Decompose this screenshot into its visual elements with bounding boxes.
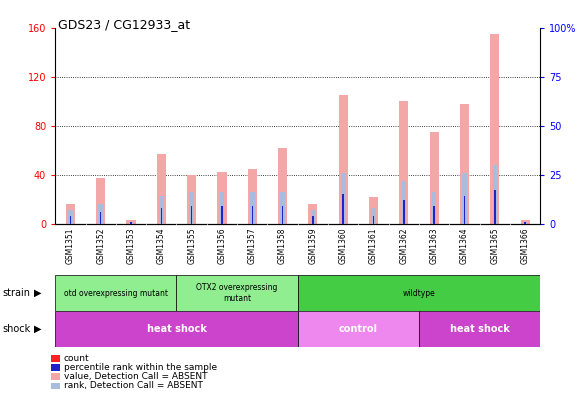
- Bar: [221, 206, 223, 224]
- Bar: [280, 192, 285, 224]
- Text: rank, Detection Call = ABSENT: rank, Detection Call = ABSENT: [64, 381, 203, 390]
- Text: wildtype: wildtype: [403, 289, 435, 297]
- Bar: [100, 212, 102, 224]
- Bar: [55, 275, 177, 311]
- Bar: [157, 154, 166, 224]
- Bar: [282, 206, 284, 224]
- Text: ▶: ▶: [34, 288, 41, 298]
- Text: strain: strain: [3, 288, 31, 298]
- Bar: [521, 220, 530, 224]
- Text: shock: shock: [3, 324, 31, 334]
- Bar: [250, 192, 254, 224]
- Bar: [309, 204, 317, 224]
- Bar: [460, 104, 469, 224]
- Text: otd overexpressing mutant: otd overexpressing mutant: [64, 289, 168, 297]
- Bar: [311, 210, 315, 224]
- Bar: [399, 101, 408, 224]
- Bar: [373, 216, 374, 224]
- Bar: [220, 192, 224, 224]
- Text: value, Detection Call = ABSENT: value, Detection Call = ABSENT: [64, 372, 207, 381]
- Text: GSM1352: GSM1352: [96, 228, 105, 265]
- Text: control: control: [339, 324, 378, 334]
- Text: GSM1361: GSM1361: [369, 228, 378, 265]
- Bar: [369, 197, 378, 224]
- Bar: [130, 222, 132, 224]
- Bar: [217, 172, 227, 224]
- Bar: [278, 148, 287, 224]
- Text: GSM1360: GSM1360: [339, 228, 348, 265]
- Text: GSM1351: GSM1351: [66, 228, 75, 265]
- Text: GSM1359: GSM1359: [309, 228, 317, 265]
- Bar: [160, 208, 162, 224]
- Bar: [433, 206, 435, 224]
- Bar: [523, 222, 528, 224]
- Text: percentile rank within the sample: percentile rank within the sample: [64, 363, 217, 372]
- Bar: [187, 175, 196, 224]
- Bar: [432, 192, 436, 224]
- Text: OTX2 overexpressing
mutant: OTX2 overexpressing mutant: [196, 284, 278, 303]
- Bar: [177, 275, 297, 311]
- Bar: [98, 204, 103, 224]
- Bar: [189, 192, 194, 224]
- Bar: [494, 190, 496, 224]
- Text: GSM1362: GSM1362: [399, 228, 408, 265]
- Bar: [430, 132, 439, 224]
- Bar: [312, 220, 314, 224]
- Bar: [66, 204, 75, 224]
- Text: GSM1365: GSM1365: [490, 228, 499, 265]
- Bar: [403, 200, 404, 224]
- Bar: [69, 220, 71, 224]
- Bar: [342, 194, 344, 224]
- Bar: [419, 311, 540, 346]
- Bar: [312, 216, 314, 224]
- Bar: [339, 95, 348, 224]
- Bar: [371, 208, 376, 224]
- Text: GSM1354: GSM1354: [157, 228, 166, 265]
- Bar: [490, 34, 500, 224]
- Bar: [525, 222, 526, 224]
- Text: GSM1358: GSM1358: [278, 228, 287, 265]
- Text: ▶: ▶: [34, 324, 41, 334]
- Bar: [129, 222, 133, 224]
- Bar: [191, 206, 192, 224]
- Text: heat shock: heat shock: [146, 324, 206, 334]
- Text: GSM1353: GSM1353: [127, 228, 135, 265]
- Bar: [341, 173, 346, 224]
- Text: GSM1366: GSM1366: [521, 228, 530, 265]
- Bar: [159, 196, 164, 224]
- Bar: [297, 311, 419, 346]
- Bar: [127, 220, 135, 224]
- Text: count: count: [64, 354, 89, 363]
- Bar: [70, 216, 71, 224]
- Bar: [68, 210, 73, 224]
- Text: GSM1363: GSM1363: [430, 228, 439, 265]
- Bar: [96, 179, 105, 224]
- Bar: [252, 206, 253, 224]
- Bar: [493, 165, 497, 224]
- Text: GSM1355: GSM1355: [187, 228, 196, 265]
- Text: GSM1357: GSM1357: [248, 228, 257, 265]
- Bar: [297, 275, 540, 311]
- Bar: [401, 181, 406, 224]
- Bar: [55, 311, 297, 346]
- Text: GSM1356: GSM1356: [217, 228, 227, 265]
- Bar: [464, 196, 465, 224]
- Text: GDS23 / CG12933_at: GDS23 / CG12933_at: [58, 18, 190, 31]
- Text: GSM1364: GSM1364: [460, 228, 469, 265]
- Bar: [248, 169, 257, 224]
- Bar: [462, 173, 467, 224]
- Text: heat shock: heat shock: [450, 324, 510, 334]
